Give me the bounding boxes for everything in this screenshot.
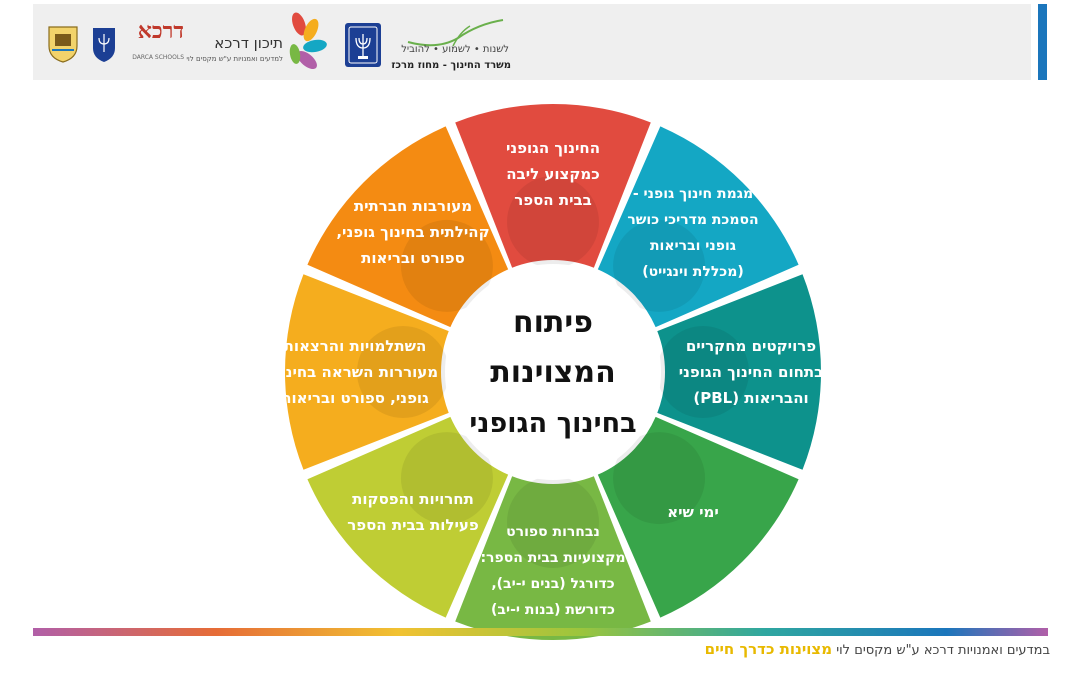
wheel-segment-label: קהילתית בחינוך גופני, bbox=[336, 223, 489, 241]
wheel-segment-3: פרויקטים מחקריים בתחום החינוך הגופני והברי… bbox=[657, 274, 823, 470]
center-title-line: פיתוח bbox=[513, 305, 593, 340]
wheel-segment-label: כדורשת (בנות י-יב) bbox=[491, 602, 615, 618]
wheel-segment-label: השתלמויות והרצאות bbox=[284, 337, 427, 355]
wheel-segment-label: מעוררות השראה בחינוך bbox=[272, 363, 438, 381]
school-flower-icon bbox=[289, 12, 327, 69]
shield-emblem-icon bbox=[93, 28, 115, 62]
wheel-segment-label: גופני, ספורט ובריאות bbox=[281, 389, 429, 407]
small-emblem bbox=[90, 24, 118, 64]
header-bar bbox=[33, 4, 1031, 80]
wheel-segment-shape bbox=[307, 416, 509, 618]
wheel-segment-shape bbox=[657, 274, 821, 470]
wheel-segment-shape bbox=[285, 274, 449, 470]
footer-tagline: מצוינות כדרך חיים bbox=[704, 640, 833, 658]
wheel-segment-tab bbox=[357, 326, 449, 418]
network-subtitle: DARCA SCHOOLS bbox=[132, 54, 184, 61]
wheel-segment-label: והבריאות (PBL) bbox=[693, 389, 808, 407]
wheel-segment-shape bbox=[307, 126, 509, 328]
center-title-line: בחינוך הגופני bbox=[469, 408, 636, 439]
wheel-segment-2: מגמת חינוך גופני - הסמכת מדריכי כושר גופני… bbox=[597, 126, 799, 328]
wheel-segment-label: פרויקטים מחקריים bbox=[686, 337, 816, 355]
wheel-segment-1: החינוך הגופני כמקצוע ליבה בבית הספר bbox=[455, 104, 651, 268]
ministry-name: משרד החינוך - מחוז מרכז bbox=[391, 60, 511, 71]
ministry-slogan: לשנות • לשמוע • להוביל bbox=[401, 44, 509, 55]
wheel-segment-5: נבחרות ספורט מקצועיות בבית הספר: כדורגל (ב… bbox=[455, 476, 651, 640]
wheel-segment-label: (מכללת וינגייט) bbox=[642, 264, 744, 280]
center-title-line: המצוינות bbox=[490, 355, 615, 390]
wheel-segment-shape bbox=[455, 104, 651, 268]
school-name: תיכון דרכא bbox=[214, 34, 283, 52]
wheel-segment-6: תחרויות והפסקות פעילות בבית הספר bbox=[307, 416, 509, 618]
wheel-segment-tab bbox=[507, 176, 599, 268]
menorah-emblem-icon bbox=[345, 23, 381, 67]
wheel-segment-label: ספורט ובריאות bbox=[361, 249, 465, 267]
ministry-logo: לשנות • לשמוע • להוביל משרד החינוך - מחו… bbox=[391, 12, 513, 74]
wheel-segment-shape bbox=[597, 126, 799, 328]
wheel-segment-label: מעורבות חברתית bbox=[354, 197, 472, 215]
wheel-segment-label: מגמת חינוך גופני - bbox=[633, 186, 753, 202]
footer-text: במדעים ואמנויות דרכא ע"ש מקסים לוי bbox=[836, 643, 1050, 658]
wheel-segment-shape bbox=[455, 476, 651, 640]
footer: במדעים ואמנויות דרכא ע"ש מקסים לוי מצוינ… bbox=[0, 640, 1050, 660]
wheel-segment-tab bbox=[400, 432, 493, 525]
wheel-center bbox=[445, 264, 661, 480]
wheel-segment-label: הסמכת מדריכי כושר bbox=[627, 212, 758, 228]
ministry-swoosh-icon bbox=[407, 19, 504, 47]
wheel-segment-label: גופני ובריאות bbox=[650, 238, 736, 254]
wheel-segment-label: בתחום החינוך הגופני bbox=[679, 363, 824, 381]
network-logo: דרכא DARCA SCHOOLS bbox=[122, 18, 186, 68]
wheel-segment-label: מקצועיות בבית הספר: bbox=[480, 550, 625, 566]
wheel-segment-label: החינוך הגופני bbox=[506, 139, 600, 157]
wheel-segment-label: כמקצוע ליבה bbox=[506, 165, 600, 183]
wheel-segment-tab bbox=[657, 326, 749, 418]
wheel-segment-label: בבית הספר bbox=[514, 191, 592, 209]
city-shield-icon bbox=[48, 26, 78, 63]
wheel-segment-label: נבחרות ספורט bbox=[506, 524, 600, 540]
state-emblem bbox=[344, 22, 382, 68]
wheel-segment-tab bbox=[507, 476, 599, 568]
wheel-segment-tab bbox=[613, 432, 706, 525]
wheel-segment-4: ימי שיא bbox=[597, 416, 799, 618]
wheel-segment-label: פעילות בבית הספר bbox=[347, 516, 479, 534]
wheel-segment-label: כדורגל (בנים י-יב), bbox=[491, 576, 614, 592]
wheel-segment-tab bbox=[400, 219, 493, 312]
network-name: דרכא bbox=[137, 18, 184, 44]
footer-line bbox=[33, 628, 1048, 636]
header-accent bbox=[1038, 4, 1047, 80]
school-logo: תיכון דרכא למדעים ואמנויות ע"ש מקסים לוי bbox=[186, 10, 337, 76]
school-subtitle: למדעים ואמנויות ע"ש מקסים לוי bbox=[186, 55, 283, 63]
wheel-segment-tab bbox=[613, 219, 706, 312]
wheel-segment-7: השתלמויות והרצאות מעוררות השראה בחינוך גופ… bbox=[272, 274, 449, 470]
wheel-segment-label: תחרויות והפסקות bbox=[352, 490, 474, 508]
wheel-segment-label: ימי שיא bbox=[667, 503, 719, 521]
wheel-segment-shape bbox=[597, 416, 799, 618]
city-emblem bbox=[46, 24, 80, 64]
wheel-segment-8: מעורבות חברתית קהילתית בחינוך גופני, ספורט… bbox=[307, 126, 509, 328]
